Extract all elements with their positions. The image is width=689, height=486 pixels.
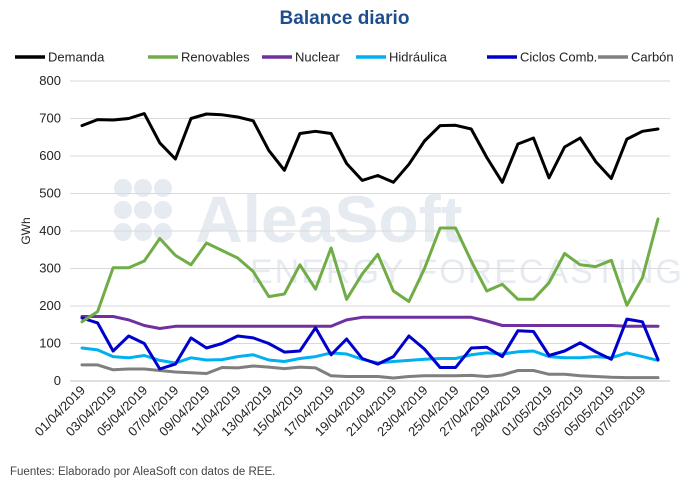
y-tick-label-800: 800 [39,73,61,88]
y-tick-label-500: 500 [39,186,61,201]
y-tick-label-200: 200 [39,298,61,313]
legend-label-carbón: Carbón [631,50,674,65]
svg-text:AleaSoft: AleaSoft [195,182,463,256]
legend-label-renovables: Renovables [181,50,250,65]
legend-label-nuclear: Nuclear [295,50,340,65]
chart-title: Balance diario [279,8,410,29]
series-line-nuclear [80,315,660,330]
y-tick-label-400: 400 [39,223,61,238]
series-line-carbón [80,363,660,380]
legend-label-demanda: Demanda [48,50,105,65]
y-tick-label-700: 700 [39,111,61,126]
y-tick-label-300: 300 [39,261,61,276]
y-tick-label-100: 100 [39,336,61,351]
aleasoft-watermark-logo: AleaSoft ENERGY FORECASTING [114,179,682,291]
series-line-renovables [80,217,660,324]
legend-label-ciclos-comb: Ciclos Comb. [520,50,597,65]
series-line-demanda [80,112,660,184]
series-line-ciclos-comb [80,316,660,371]
legend-label-hidráulica: Hidráulica [389,50,448,65]
y-tick-label-0: 0 [54,373,61,388]
source-note: Fuentes: Elaborado por AleaSoft con dato… [10,466,276,478]
y-tick-label-600: 600 [39,148,61,163]
y-axis-title: GWh [19,217,33,244]
